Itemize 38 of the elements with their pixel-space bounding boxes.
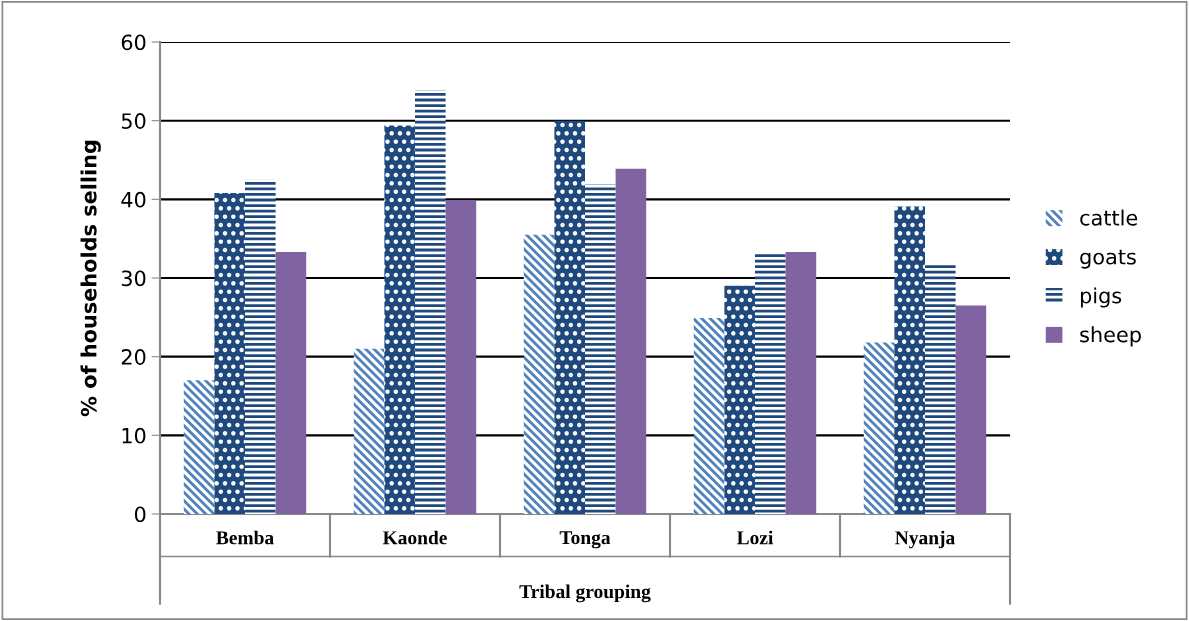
y-tick-label: 40 xyxy=(121,191,146,208)
bar xyxy=(554,120,585,514)
y-tick-label: 10 xyxy=(122,427,146,444)
legend-label: goats xyxy=(1080,249,1136,269)
bar xyxy=(415,89,446,514)
legend-label: sheep xyxy=(1080,326,1141,347)
bar xyxy=(245,179,276,514)
bar xyxy=(353,348,385,514)
bar xyxy=(724,285,755,514)
bar xyxy=(894,206,925,514)
bar xyxy=(955,305,987,514)
bar xyxy=(785,252,817,514)
bar xyxy=(523,234,555,514)
bar xyxy=(214,193,245,514)
bar xyxy=(183,380,215,514)
bar xyxy=(445,200,477,514)
x-tick-label: Lozi xyxy=(736,530,774,545)
x-axis-title: Tribal grouping xyxy=(519,584,651,603)
bar xyxy=(585,184,616,514)
bar xyxy=(925,263,956,514)
bar xyxy=(275,252,307,514)
bar xyxy=(693,318,725,514)
y-axis-title: % of households selling xyxy=(80,140,101,417)
bar xyxy=(384,125,415,514)
y-tick-label: 50 xyxy=(121,113,146,129)
legend-label: cattle xyxy=(1080,209,1138,226)
y-tick-label: 60 xyxy=(121,34,146,51)
bar xyxy=(863,342,895,514)
x-tick-label: Bemba xyxy=(216,530,274,545)
bar xyxy=(755,253,786,514)
y-tick-label: 20 xyxy=(121,349,146,365)
bar xyxy=(615,168,647,514)
y-tick-label: 0 xyxy=(134,506,146,523)
legend-label: pigs xyxy=(1080,287,1122,308)
x-tick-label: Tonga xyxy=(559,531,611,549)
y-tick-label: 30 xyxy=(121,270,146,287)
x-tick-label: Kaonde xyxy=(382,530,447,545)
x-tick-label: Nyanja xyxy=(895,530,955,549)
